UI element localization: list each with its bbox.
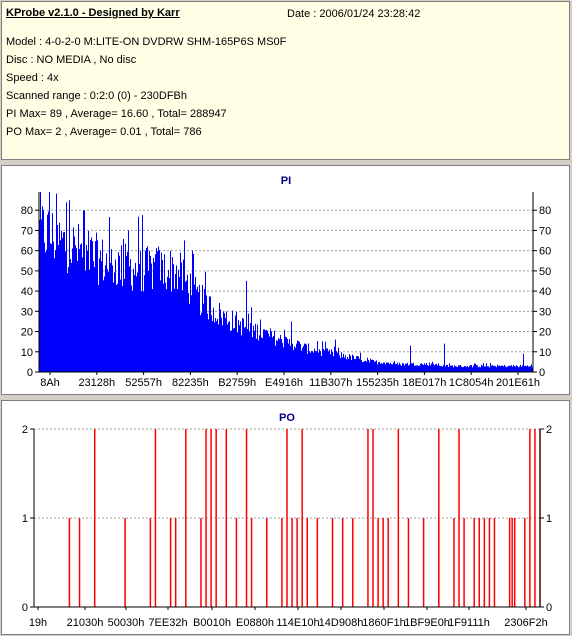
- pi-chart: PI 0 0 10 10 20 20 30 30 40 40 50 50 60 60 70 70 80 80 8Ah 2…: [21, 175, 552, 389]
- y-tick-label-left: 2: [22, 424, 28, 436]
- x-tick-label: 82235h: [172, 377, 209, 389]
- y-tick-label-left: 0: [27, 367, 33, 379]
- x-tick-label: 50030h: [108, 617, 145, 629]
- y-tick-label-right: 50: [539, 266, 551, 278]
- y-tick-label-left: 1: [22, 513, 28, 525]
- y-tick-label-right: 40: [539, 286, 551, 298]
- app-title: KProbe v2.1.0 - Designed by Karr: [6, 7, 180, 19]
- y-tick-label-left: 40: [21, 286, 33, 298]
- chart-title: PI: [281, 175, 291, 187]
- x-tick-label: 1C8054h: [449, 377, 494, 389]
- y-tick-label-left: 0: [22, 602, 28, 614]
- info-panel: KProbe v2.1.0 - Designed by Karr Date : …: [1, 1, 570, 160]
- y-tick-label-right: 30: [539, 306, 551, 318]
- x-tick-label: 155235h: [356, 377, 399, 389]
- x-tick-label: 8Ah: [40, 377, 60, 389]
- y-tick-label-right: 1: [546, 513, 552, 525]
- y-tick-label-left: 60: [21, 246, 33, 258]
- y-tick-label-right: 0: [546, 602, 552, 614]
- x-tick-label: 11B307h: [309, 377, 352, 389]
- disc-info: Disc : NO MEDIA , No disc: [6, 54, 137, 66]
- drive-model: Model : 4-0-2-0 M:LITE-ON DVDRW SHM-165P…: [6, 36, 287, 48]
- y-tick-label-right: 20: [539, 327, 551, 339]
- po-chart: PO 0 0 1 1 2 2 19h 21030h 50030h 7EE32h B0010h E0880…: [22, 412, 552, 629]
- x-tick-label: 1BF9E0h: [404, 617, 450, 629]
- x-tick-label: 52557h: [125, 377, 162, 389]
- speed-info: Speed : 4x: [6, 72, 59, 84]
- y-tick-label-left: 50: [21, 266, 33, 278]
- pi-summary: PI Max= 89 , Average= 16.60 , Total= 288…: [6, 108, 227, 120]
- x-tick-label: 7EE32h: [148, 617, 187, 629]
- pi-chart-panel: PI 0 0 10 10 20 20 30 30 40 40 50 50 60 60 70 70 80 80 8Ah 2…: [1, 165, 570, 395]
- x-tick-label: B0010h: [193, 617, 231, 629]
- y-tick-label-left: 70: [21, 225, 33, 237]
- x-tick-label: B2759h: [218, 377, 256, 389]
- x-tick-label: 114E10h: [276, 617, 319, 629]
- y-tick-label-left: 20: [21, 327, 33, 339]
- y-tick-label-right: 0: [539, 367, 545, 379]
- y-tick-label-right: 2: [546, 424, 552, 436]
- x-tick-label: 2306F2h: [504, 617, 547, 629]
- y-tick-label-right: 70: [539, 225, 551, 237]
- y-tick-label-left: 80: [21, 205, 33, 217]
- po-chart-panel: PO 0 0 1 1 2 2 19h 21030h 50030h 7EE32h B0010h E0880…: [1, 400, 570, 635]
- y-tick-label-right: 10: [539, 347, 551, 359]
- x-tick-label: E0880h: [236, 617, 274, 629]
- x-tick-label: 1860F1h: [362, 617, 405, 629]
- y-tick-label-left: 10: [21, 347, 33, 359]
- y-tick-label-right: 80: [539, 205, 551, 217]
- x-tick-label: E4916h: [265, 377, 303, 389]
- x-tick-label: 19h: [29, 617, 47, 629]
- scan-date: Date : 2006/01/24 23:28:42: [287, 8, 421, 20]
- scanned-range: Scanned range : 0:2:0 (0) - 230DFBh: [6, 90, 187, 102]
- x-tick-label: 1F9111h: [448, 617, 490, 629]
- x-tick-label: 18E017h: [402, 377, 446, 389]
- x-tick-label: 23128h: [78, 377, 115, 389]
- x-tick-label: 14D908h: [319, 617, 364, 629]
- x-tick-label: 21030h: [67, 617, 104, 629]
- y-tick-label-right: 60: [539, 246, 551, 258]
- x-tick-label: 201E61h: [496, 377, 540, 389]
- y-tick-label-left: 30: [21, 306, 33, 318]
- chart-title: PO: [279, 412, 295, 424]
- po-summary: PO Max= 2 , Average= 0.01 , Total= 786: [6, 126, 202, 138]
